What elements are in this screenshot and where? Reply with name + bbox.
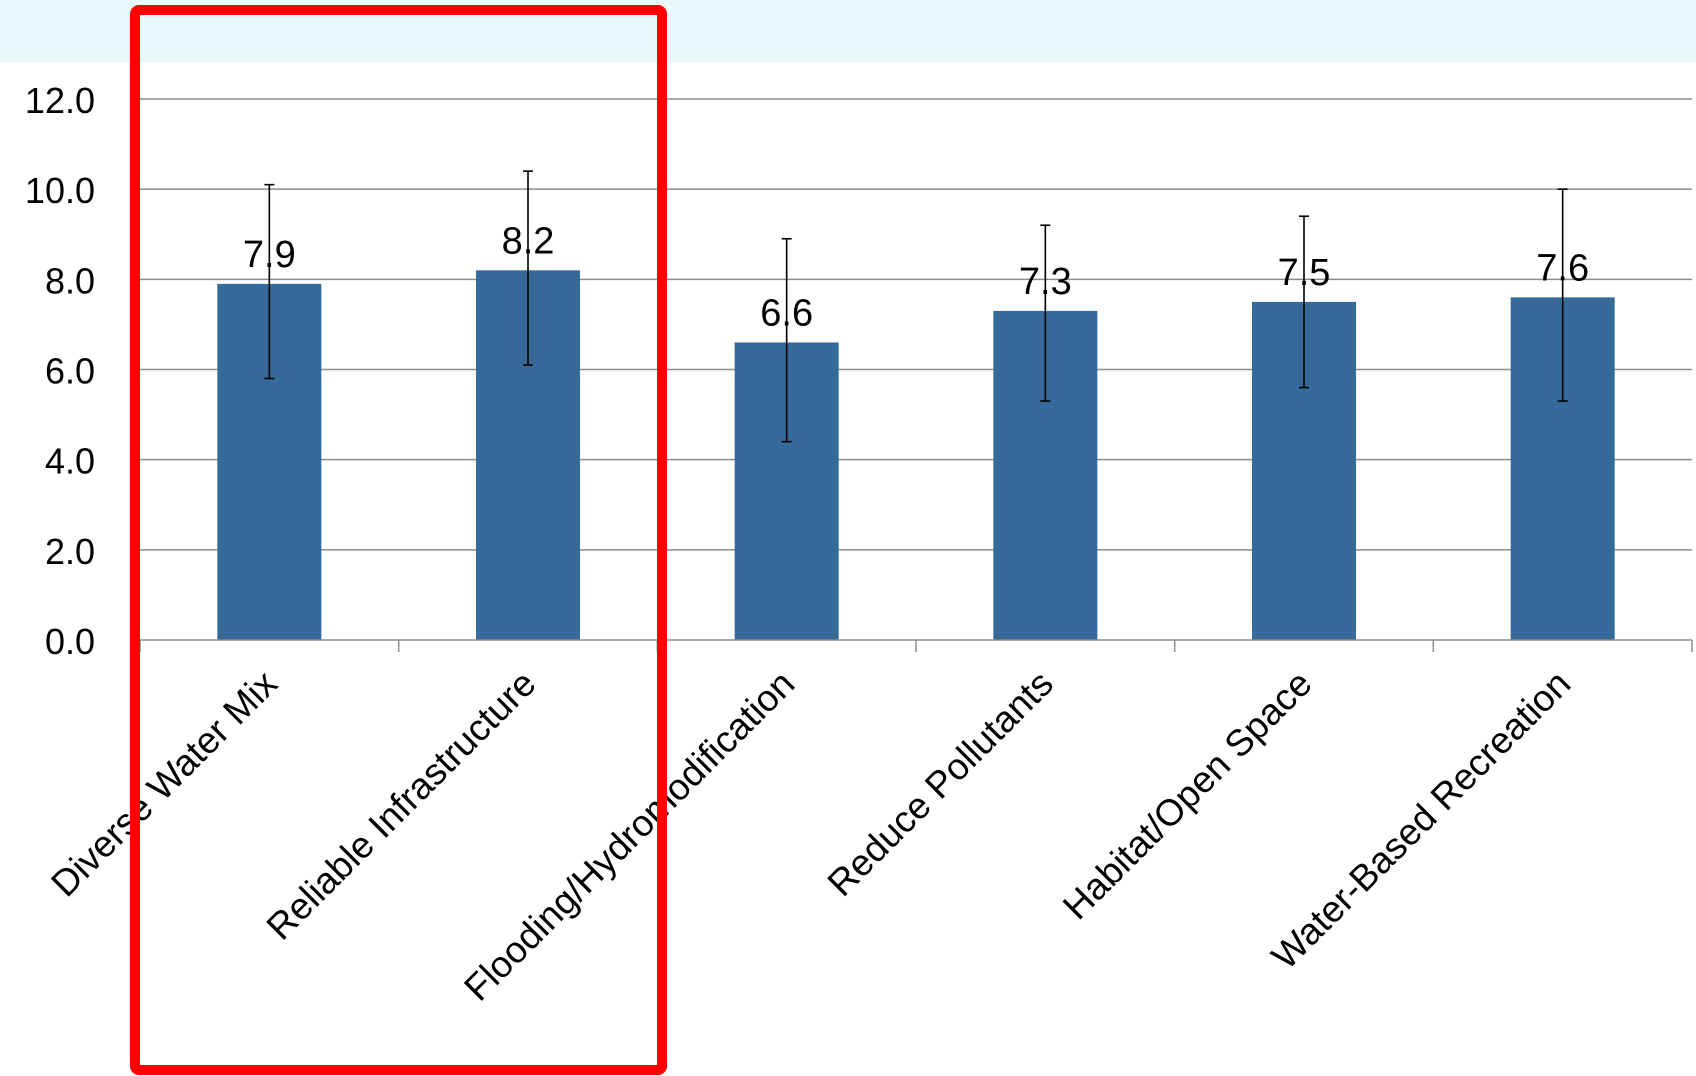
x-axis (139, 639, 1693, 652)
highlight-box (130, 5, 667, 1075)
x-tick-label: Habitat/Open Space (1055, 663, 1320, 928)
y-tick-label: 4.0 (45, 441, 95, 482)
y-tick-label: 6.0 (45, 351, 95, 392)
y-tick-label: 8.0 (45, 260, 95, 301)
data-label: 6.6 (760, 292, 813, 334)
data-label: 7.5 (1278, 252, 1331, 294)
x-tick-label: Diverse Water Mix (43, 662, 285, 904)
data-label: 7.9 (243, 234, 296, 276)
y-tick-label: 0.0 (45, 621, 95, 662)
x-tick-label: Water-Based Recreation (1264, 663, 1578, 977)
bars-layer (217, 270, 1615, 640)
y-axis-ticks: 0.0 2.0 4.0 6.0 8.0 10.0 12.0 (25, 80, 95, 662)
error-bars-layer (264, 170, 1568, 443)
data-label: 8.2 (502, 220, 555, 262)
value-labels-layer: 7.9 8.2 6.6 7.3 7.5 7.6 (243, 220, 1589, 334)
x-tick-label: Reduce Pollutants (820, 663, 1061, 904)
grid-layer (140, 98, 1692, 551)
data-label: 7.6 (1536, 247, 1589, 289)
y-tick-label: 10.0 (25, 170, 95, 211)
annotation-layer (130, 5, 667, 1075)
data-label: 7.3 (1019, 261, 1072, 303)
y-tick-label: 12.0 (25, 80, 95, 121)
x-tick-label: Reliable Infrastructure (259, 663, 544, 948)
y-tick-label: 2.0 (45, 531, 95, 572)
